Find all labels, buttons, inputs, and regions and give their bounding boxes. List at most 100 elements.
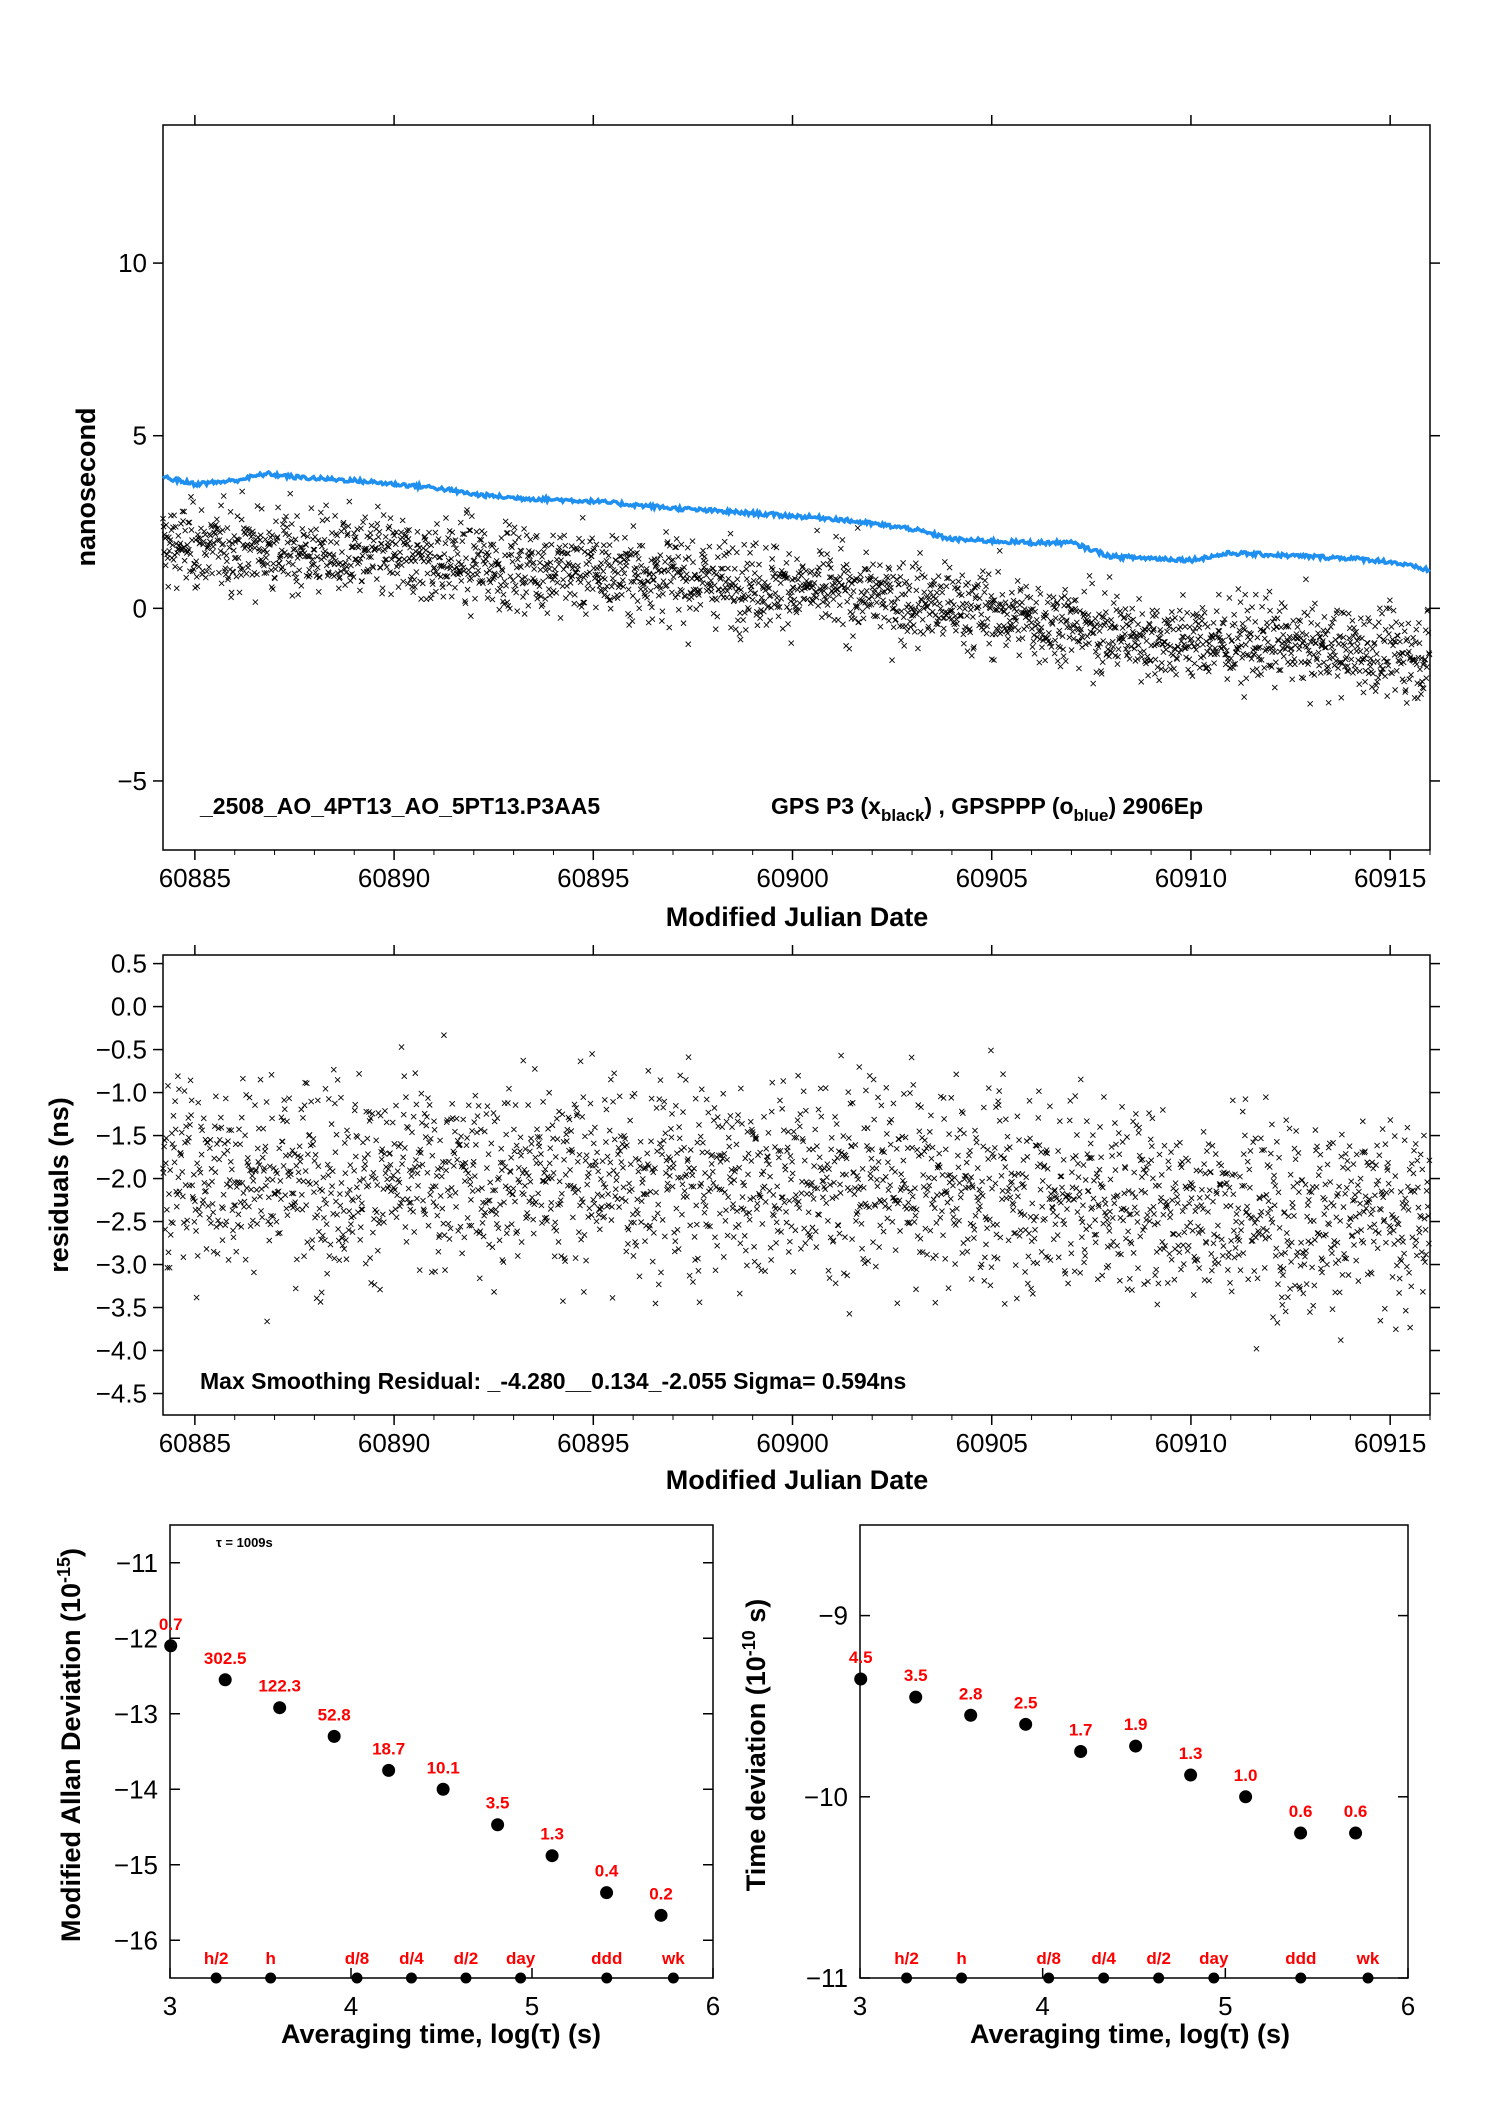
residual-point	[515, 1164, 522, 1171]
residual-point	[805, 1209, 812, 1216]
gps-p3-point	[1235, 586, 1242, 592]
residual-point	[1309, 1264, 1316, 1271]
gps-p3-point	[988, 592, 995, 599]
gps-p3-point	[1047, 639, 1054, 646]
residual-point	[208, 1220, 214, 1227]
residual-point	[1271, 1172, 1278, 1179]
residual-point	[546, 1089, 553, 1096]
gps-p3-point	[398, 529, 405, 536]
residual-point	[856, 1064, 863, 1070]
residual-point	[712, 1234, 718, 1241]
gps-p3-point	[1251, 651, 1258, 658]
gps-p3-point	[1086, 572, 1093, 579]
residual-point	[768, 1108, 775, 1115]
residual-point	[1208, 1267, 1215, 1274]
residual-point	[491, 1288, 497, 1295]
residual-point	[1215, 1222, 1221, 1229]
residual-point	[1029, 1290, 1036, 1297]
gps-p3-point	[950, 602, 957, 608]
residual-point	[1155, 1280, 1162, 1287]
residual-point	[1362, 1193, 1369, 1200]
residual-point	[331, 1255, 338, 1262]
residual-point	[1297, 1262, 1304, 1269]
residual-point	[916, 1249, 923, 1255]
gps-p3-point	[622, 550, 629, 557]
residual-point	[277, 1178, 284, 1184]
gps-p3-point	[1305, 647, 1312, 654]
gps-p3-point	[856, 597, 863, 604]
gps-p3-point	[997, 601, 1004, 607]
residual-point	[677, 1072, 684, 1079]
residual-point	[433, 1203, 440, 1210]
timeseries-ytick-label: 10	[118, 248, 147, 278]
residual-point	[1130, 1250, 1137, 1256]
residual-point	[504, 1100, 511, 1106]
residual-point	[755, 1262, 762, 1269]
residual-point	[730, 1201, 737, 1208]
residual-point	[778, 1194, 785, 1201]
gps-p3-point	[835, 617, 842, 623]
residual-point	[251, 1196, 258, 1203]
residual-point	[548, 1175, 555, 1182]
gps-p3-point	[1328, 643, 1335, 650]
residual-point	[980, 1104, 987, 1111]
gps-p3-point	[163, 522, 170, 528]
gps-p3-point	[1315, 649, 1322, 656]
gps-p3-point	[1097, 640, 1103, 647]
gps-p3-point	[1149, 607, 1156, 614]
gps-p3-point	[979, 568, 986, 575]
gps-p3-point	[818, 551, 825, 557]
residual-point	[1024, 1280, 1031, 1287]
gps-p3-point	[1168, 609, 1175, 615]
gps-p3-point	[954, 620, 960, 627]
gps-p3-point	[891, 599, 898, 606]
residual-point	[460, 1116, 467, 1123]
gps-p3-point	[663, 529, 670, 535]
residual-point	[713, 1184, 719, 1191]
gps-p3-point	[1205, 668, 1212, 675]
tdev-point-label: 1.3	[1179, 1744, 1203, 1763]
gps-p3-point	[1426, 651, 1433, 658]
residual-point	[531, 1066, 538, 1072]
gps-p3-point	[915, 601, 922, 608]
residual-point	[1374, 1142, 1381, 1149]
residual-point	[823, 1174, 830, 1181]
residual-point	[304, 1239, 311, 1246]
residual-point	[1273, 1138, 1280, 1145]
gps-p3-point	[904, 628, 911, 635]
residual-point	[759, 1221, 766, 1227]
residual-point	[1267, 1205, 1274, 1212]
gps-p3-point	[168, 527, 175, 533]
residual-point	[1021, 1212, 1028, 1219]
gps-p3-point	[861, 592, 867, 599]
gps-p3-point	[452, 584, 458, 591]
residual-point	[166, 1191, 172, 1197]
gps-p3-point	[375, 534, 382, 540]
gps-p3-point	[418, 596, 425, 602]
gps-p3-point	[1016, 652, 1023, 659]
residual-point	[1398, 1257, 1405, 1264]
gps-p3-point	[322, 552, 329, 559]
gps-p3-point	[894, 595, 901, 602]
residual-point	[653, 1189, 659, 1196]
tdev-point	[964, 1708, 978, 1722]
gps-p3-point	[467, 527, 474, 534]
gps-p3-point	[340, 521, 346, 528]
gps-p3-point	[449, 529, 456, 536]
gps-p3-point	[1389, 670, 1395, 677]
gps-p3-point	[207, 538, 213, 545]
residual-point	[411, 1229, 418, 1235]
residual-point	[564, 1126, 571, 1133]
gps-p3-point	[468, 575, 475, 582]
gps-p3-point	[1023, 623, 1030, 630]
residual-point	[1330, 1139, 1336, 1146]
residual-point	[264, 1318, 271, 1325]
residual-point	[226, 1127, 233, 1133]
residual-point	[165, 1082, 171, 1089]
timeseries-panel: 60885 60890 60895 60900 60905 60910 60915−5051…	[71, 115, 1440, 932]
gps-p3-point	[669, 563, 676, 570]
gps-p3-point	[1310, 651, 1317, 658]
gps-p3-point	[1253, 666, 1260, 672]
residual-point	[314, 1097, 321, 1104]
residual-point	[655, 1201, 662, 1208]
